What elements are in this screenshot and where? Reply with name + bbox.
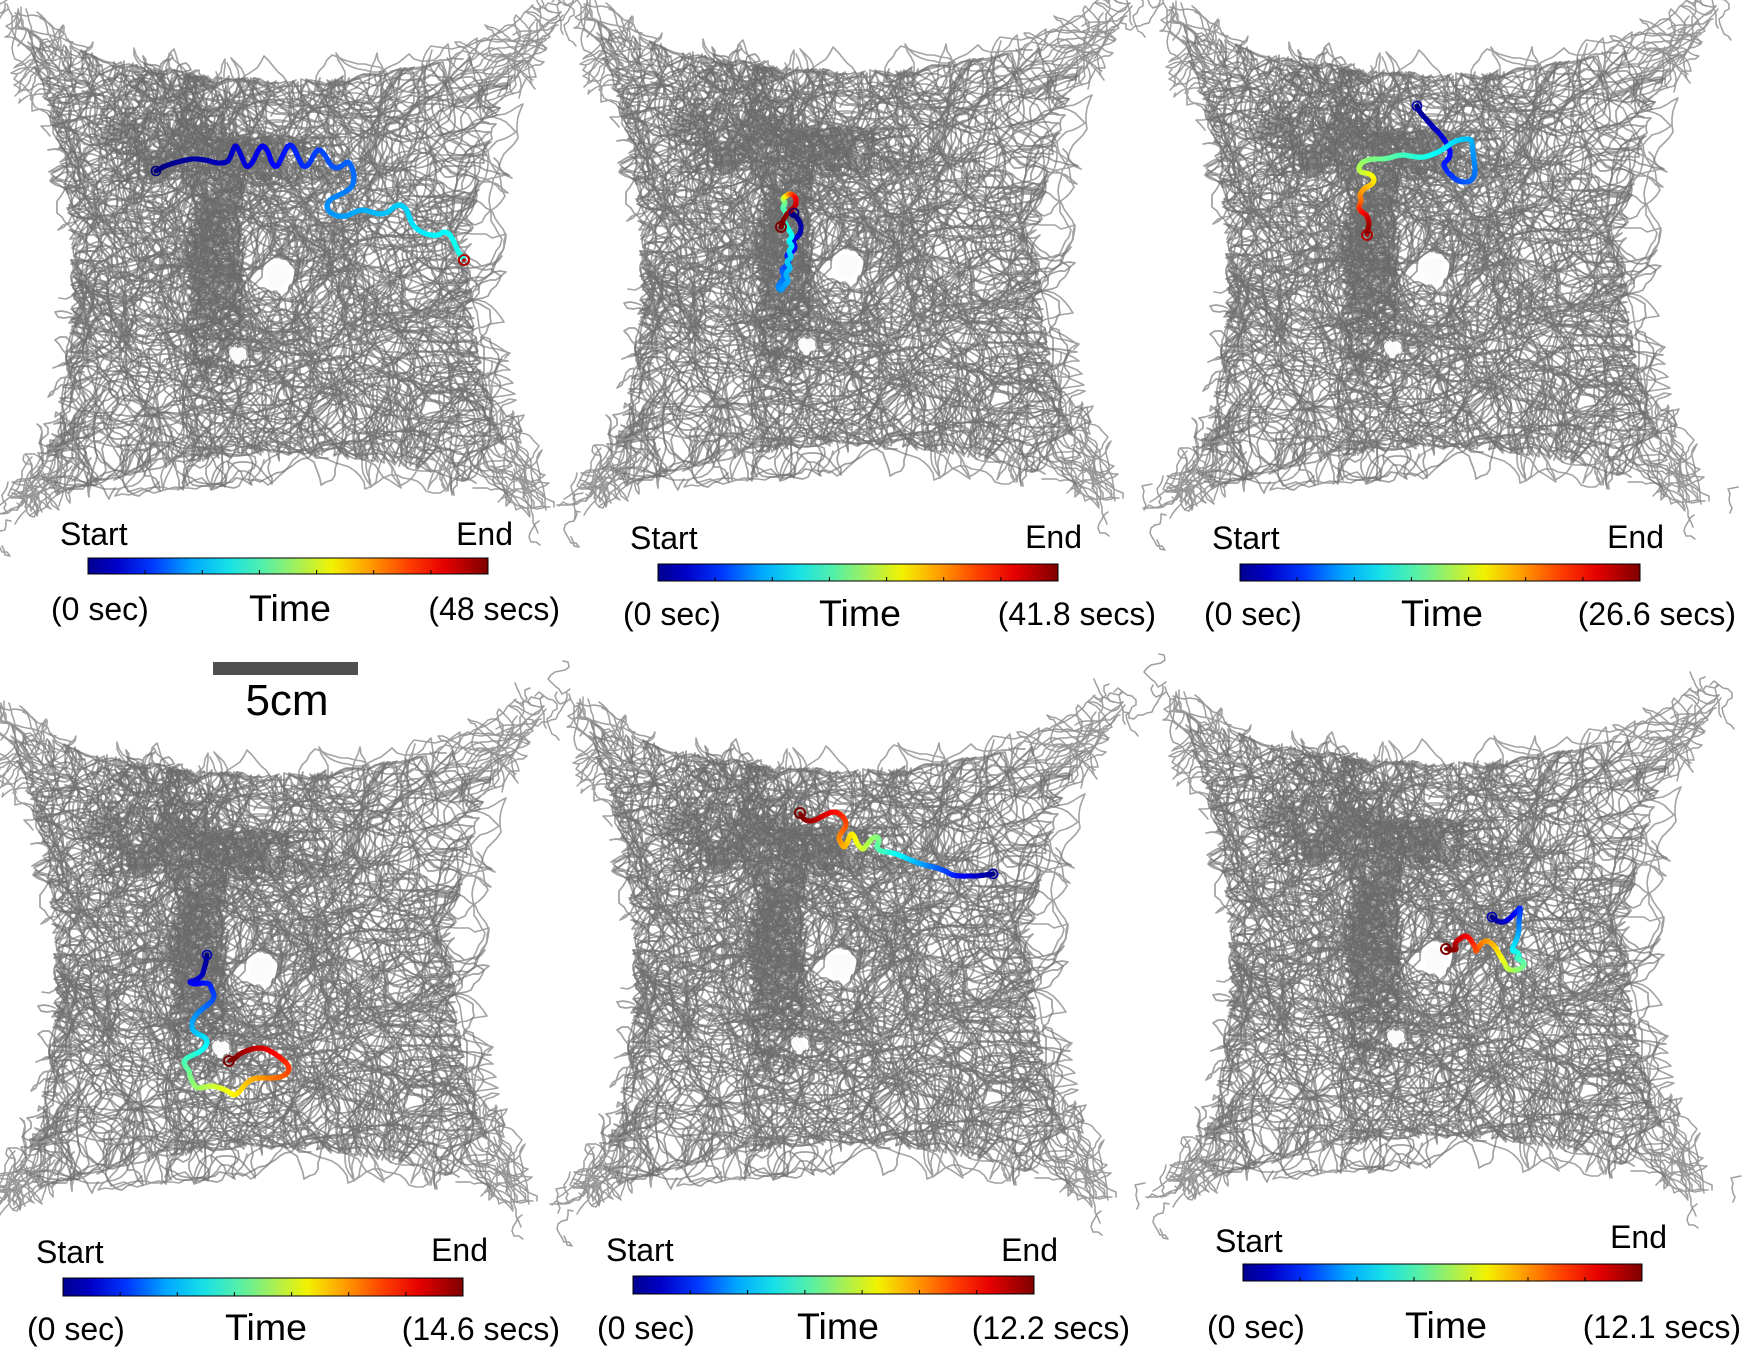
svg-text:Start: Start	[60, 516, 128, 552]
svg-text:Time: Time	[1405, 1304, 1487, 1346]
svg-text:5cm: 5cm	[245, 676, 328, 725]
svg-text:(0 sec): (0 sec)	[623, 596, 721, 632]
svg-text:Time: Time	[797, 1305, 879, 1347]
svg-text:Start: Start	[1212, 520, 1280, 556]
svg-text:(14.6 secs): (14.6 secs)	[402, 1311, 560, 1347]
svg-text:(0 sec): (0 sec)	[1207, 1309, 1305, 1345]
svg-text:(12.2 secs): (12.2 secs)	[972, 1310, 1130, 1346]
svg-text:Time: Time	[819, 592, 901, 634]
svg-text:End: End	[1001, 1232, 1058, 1268]
svg-text:(41.8 secs): (41.8 secs)	[998, 596, 1156, 632]
svg-text:(12.1 secs): (12.1 secs)	[1583, 1309, 1741, 1345]
svg-text:End: End	[456, 516, 513, 552]
svg-text:Start: Start	[36, 1234, 104, 1270]
svg-text:End: End	[1610, 1219, 1667, 1255]
svg-text:(26.6 secs): (26.6 secs)	[1578, 596, 1736, 632]
svg-text:(0 sec): (0 sec)	[1204, 596, 1302, 632]
svg-text:Start: Start	[606, 1232, 674, 1268]
svg-text:Time: Time	[1401, 592, 1483, 634]
svg-text:End: End	[1607, 519, 1664, 555]
svg-text:End: End	[431, 1232, 488, 1268]
svg-text:End: End	[1025, 519, 1082, 555]
svg-text:Start: Start	[630, 520, 698, 556]
svg-text:(0 sec): (0 sec)	[27, 1311, 125, 1347]
svg-text:Time: Time	[225, 1306, 307, 1348]
svg-text:(0 sec): (0 sec)	[597, 1310, 695, 1346]
svg-text:(0 sec): (0 sec)	[51, 591, 149, 627]
svg-text:Time: Time	[249, 587, 331, 629]
svg-text:Start: Start	[1215, 1223, 1283, 1259]
svg-text:(48 secs): (48 secs)	[428, 591, 560, 627]
